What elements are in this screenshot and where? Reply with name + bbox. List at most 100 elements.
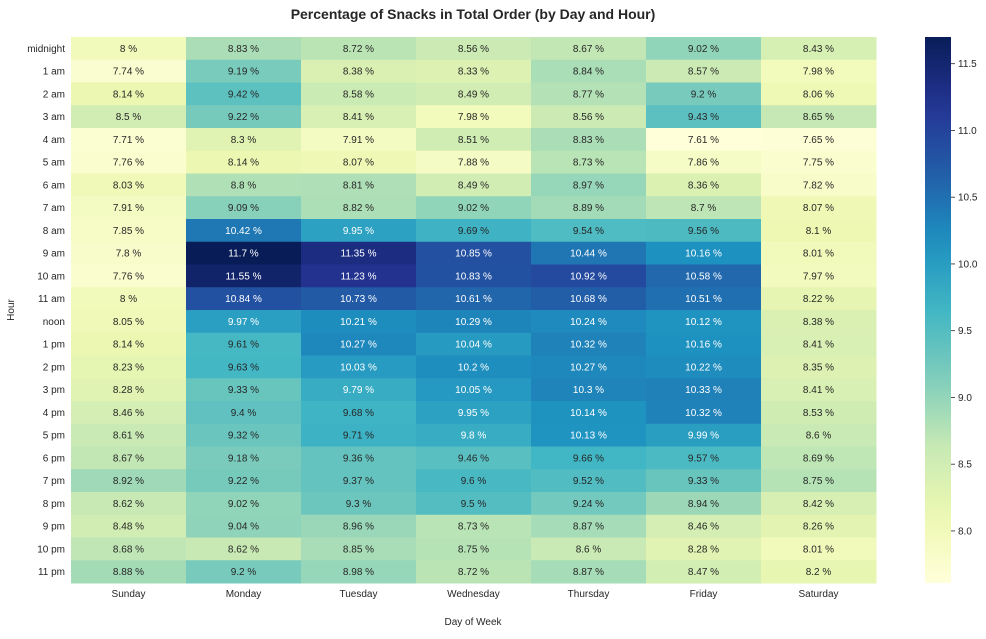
- cell-value-label: 8.83 %: [573, 135, 604, 146]
- cell-value-label: 9.66 %: [573, 453, 604, 464]
- cell-value-label: 9.24 %: [573, 499, 604, 510]
- heatmap-cell: [646, 514, 762, 538]
- heatmap-cell: [416, 332, 532, 356]
- cell-value-label: 8.84 %: [573, 67, 604, 78]
- cell-value-label: 8.38 %: [803, 317, 834, 328]
- y-tick-label: 2 am: [43, 89, 65, 100]
- heatmap-cell: [71, 514, 187, 538]
- cell-value-label: 8.65 %: [803, 112, 834, 123]
- cell-value-label: 8.5 %: [116, 112, 142, 123]
- y-tick-label: 8 pm: [43, 499, 65, 510]
- heatmap-cell: [646, 310, 762, 334]
- heatmap-cell: [761, 355, 877, 379]
- heatmap-cell: [186, 401, 302, 425]
- heatmap-cell: [301, 59, 417, 83]
- heatmap-cell: [646, 196, 762, 220]
- cell-value-label: 10.32 %: [570, 340, 607, 351]
- colorbar-tick-label: 9.5: [958, 326, 972, 337]
- y-tick-label: 4 am: [43, 135, 65, 146]
- heatmap-cell: [301, 219, 417, 243]
- cell-value-label: 8.97 %: [573, 180, 604, 191]
- y-tick-label: 9 pm: [43, 522, 65, 533]
- heatmap-cell: [416, 492, 532, 516]
- heatmap-cell: [646, 332, 762, 356]
- y-tick-label: 7 pm: [43, 476, 65, 487]
- cell-value-label: 9.68 %: [343, 408, 374, 419]
- heatmap-cell: [646, 219, 762, 243]
- heatmap-cell: [186, 423, 302, 447]
- heatmap-cell: [761, 241, 877, 265]
- y-tick-label: 6 am: [43, 180, 65, 191]
- y-tick-label: 2 pm: [43, 362, 65, 373]
- cell-value-label: 8 %: [120, 44, 137, 55]
- cell-value-label: 7.76 %: [113, 271, 144, 282]
- heatmap-cell: [531, 446, 647, 470]
- x-tick-label: Friday: [690, 589, 718, 600]
- heatmap-cell: [186, 241, 302, 265]
- heatmap-cell: [761, 332, 877, 356]
- cell-value-label: 9.32 %: [228, 431, 259, 442]
- chart-title: Percentage of Snacks in Total Order (by …: [291, 6, 656, 22]
- cell-value-label: 9.61 %: [228, 340, 259, 351]
- heatmap-cell: [646, 492, 762, 516]
- cell-value-label: 9.02 %: [228, 499, 259, 510]
- cell-value-label: 11.55 %: [226, 271, 262, 282]
- cell-value-label: 8.57 %: [688, 67, 719, 78]
- cell-value-label: 8.6 %: [806, 431, 832, 442]
- cell-value-label: 9.2 %: [691, 89, 717, 100]
- cell-value-label: 9.33 %: [228, 385, 259, 396]
- cell-value-label: 11.7 %: [228, 249, 258, 260]
- heatmap-cell: [646, 423, 762, 447]
- heatmap-cell: [646, 264, 762, 288]
- heatmap-cell: [186, 492, 302, 516]
- colorbar: 8.0 8.5 9.0 9.5 10.0 10.5 11.0 11.5: [925, 37, 978, 583]
- heatmap-cell: [71, 469, 187, 493]
- heatmap-cell: [71, 446, 187, 470]
- cell-value-label: 7.98 %: [458, 112, 489, 123]
- heatmap-cell: [416, 196, 532, 220]
- cell-value-label: 8.41 %: [803, 385, 834, 396]
- heatmap-cell: [186, 219, 302, 243]
- colorbar-ticks: 8.0 8.5 9.0 9.5 10.0 10.5 11.0 11.5: [951, 59, 978, 537]
- heatmap-cell: [71, 150, 187, 174]
- y-tick-label: 11 pm: [38, 567, 65, 578]
- heatmap-cell: [531, 128, 647, 152]
- cell-value-label: 8.46 %: [688, 522, 719, 533]
- cell-value-label: 10.3 %: [573, 385, 604, 396]
- cell-value-label: 8.87 %: [573, 522, 604, 533]
- cell-value-label: 10.24 %: [570, 317, 607, 328]
- cell-value-label: 9.99 %: [688, 431, 719, 442]
- y-tick-labels: midnight 1 am 2 am 3 am 4 am 5 am 6 am 7 am 8 am…: [27, 44, 65, 578]
- cell-value-label: 8.49 %: [458, 180, 489, 191]
- heatmap-cell: [186, 264, 302, 288]
- cell-value-label: 9.22 %: [228, 476, 259, 487]
- y-tick-label: 7 am: [43, 203, 65, 214]
- cell-value-label: 7.71 %: [113, 135, 144, 146]
- heatmap-cell: [186, 105, 302, 129]
- cell-value-label: 8.94 %: [688, 499, 719, 510]
- cell-value-label: 10.73 %: [340, 294, 377, 305]
- cell-value-label: 8.33 %: [458, 67, 489, 78]
- cell-value-label: 8.48 %: [113, 522, 144, 533]
- cell-value-label: 9.22 %: [228, 112, 259, 123]
- colorbar-tick-label: 10.5: [958, 193, 978, 204]
- cell-value-label: 8.35 %: [803, 362, 834, 373]
- cell-value-label: 8.3 %: [231, 135, 257, 146]
- cell-value-label: 8.03 %: [113, 180, 144, 191]
- cell-value-label: 8.61 %: [113, 431, 144, 442]
- colorbar-tick-label: 10.0: [958, 259, 978, 270]
- heatmap-cell: [761, 105, 877, 129]
- cell-value-label: 8.72 %: [458, 567, 489, 578]
- heatmap-cell: [531, 105, 647, 129]
- heatmap-cell: [531, 423, 647, 447]
- heatmap-cell: [186, 514, 302, 538]
- cell-value-label: 8.41 %: [803, 340, 834, 351]
- heatmap-cell: [761, 310, 877, 334]
- heatmap-cell: [531, 492, 647, 516]
- heatmap-cell: [761, 59, 877, 83]
- cell-value-label: 10.04 %: [455, 340, 492, 351]
- heatmap-cell: [71, 241, 187, 265]
- heatmap-cell: [646, 105, 762, 129]
- heatmap-cell: [646, 537, 762, 561]
- heatmap-cell: [186, 446, 302, 470]
